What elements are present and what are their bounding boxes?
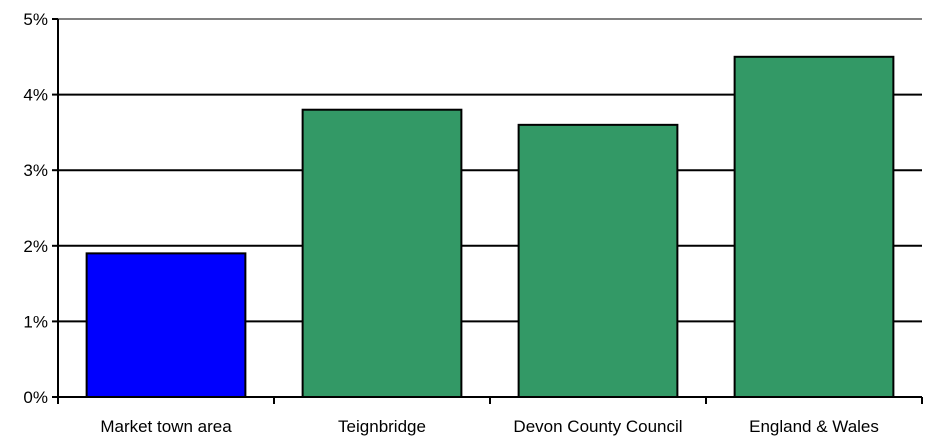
y-tick-label: 0% [23,388,48,407]
bar-0 [85,252,247,398]
y-tick-label: 2% [23,237,48,256]
bar-2 [517,123,679,398]
x-category-label: Market town area [100,417,232,436]
bar-1 [301,108,463,398]
y-tick-label: 5% [23,10,48,29]
x-category-label: Teignbridge [338,417,426,436]
x-axis-labels: Market town area Teignbridge Devon County … [100,417,879,436]
y-tick-label: 1% [23,312,48,331]
y-axis-ticks: 0% 1% 2% 3% 4% 5% [23,10,58,407]
bars [85,55,895,399]
y-tick-label: 3% [23,161,48,180]
x-category-label: England & Wales [749,417,879,436]
bar-3 [733,55,895,399]
x-category-label: Devon County Council [513,417,682,436]
y-tick-label: 4% [23,86,48,105]
axes [57,19,923,404]
